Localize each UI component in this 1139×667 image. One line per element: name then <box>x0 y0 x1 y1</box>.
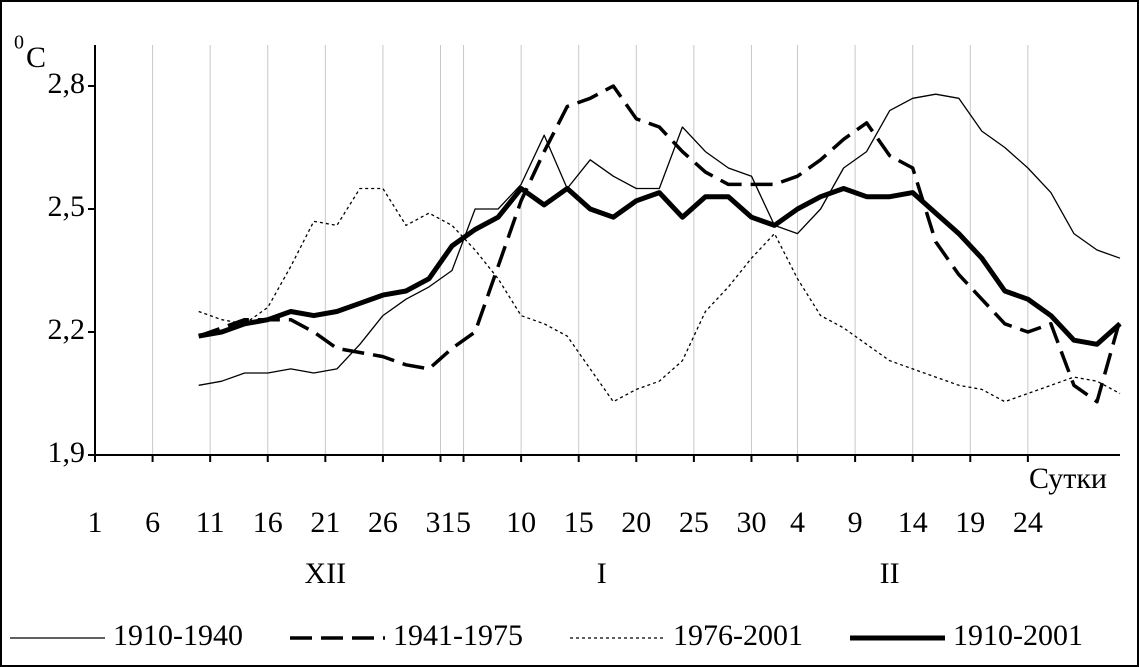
x-tick-label: 4 <box>790 506 805 539</box>
x-tick-label: 6 <box>145 506 160 539</box>
legend-label: 1976-2001 <box>673 619 803 652</box>
series-line <box>198 186 1122 347</box>
x-tick-label: 10 <box>506 506 536 539</box>
x-tick-label: 14 <box>898 506 928 539</box>
month-label: XII <box>305 557 347 590</box>
x-tick-label: 5 <box>456 506 471 539</box>
x-tick-label: 11 <box>196 506 225 539</box>
y-label-sup: 0 <box>14 32 24 54</box>
x-tick-label: 9 <box>848 506 863 539</box>
series-line <box>198 84 1122 404</box>
y-tick-label: 2,8 <box>48 67 86 100</box>
month-label: II <box>880 557 900 590</box>
x-tick-label: 24 <box>1013 506 1043 539</box>
x-tick-label: 19 <box>955 506 985 539</box>
y-axis-label: C <box>26 41 46 74</box>
x-tick-label: 16 <box>253 506 283 539</box>
x-tick-label: 26 <box>368 506 398 539</box>
legend-label: 1941-1975 <box>393 619 523 652</box>
x-axis-label: Сутки <box>1029 462 1107 495</box>
x-tick-label: 30 <box>736 506 766 539</box>
y-tick-label: 2,2 <box>48 313 86 346</box>
x-tick-label: 1 <box>88 506 103 539</box>
legend-label: 1910-2001 <box>953 619 1083 652</box>
x-tick-label: 15 <box>564 506 594 539</box>
x-tick-label: 21 <box>310 506 340 539</box>
series-line <box>198 187 1121 403</box>
x-tick-label: 25 <box>679 506 709 539</box>
x-tick-label: 31 <box>426 506 456 539</box>
x-tick-label: 20 <box>621 506 651 539</box>
legend-label: 1910-1940 <box>113 619 243 652</box>
y-tick-label: 2,5 <box>48 190 86 223</box>
y-tick-label: 1,9 <box>48 436 86 469</box>
month-label: I <box>597 557 607 590</box>
